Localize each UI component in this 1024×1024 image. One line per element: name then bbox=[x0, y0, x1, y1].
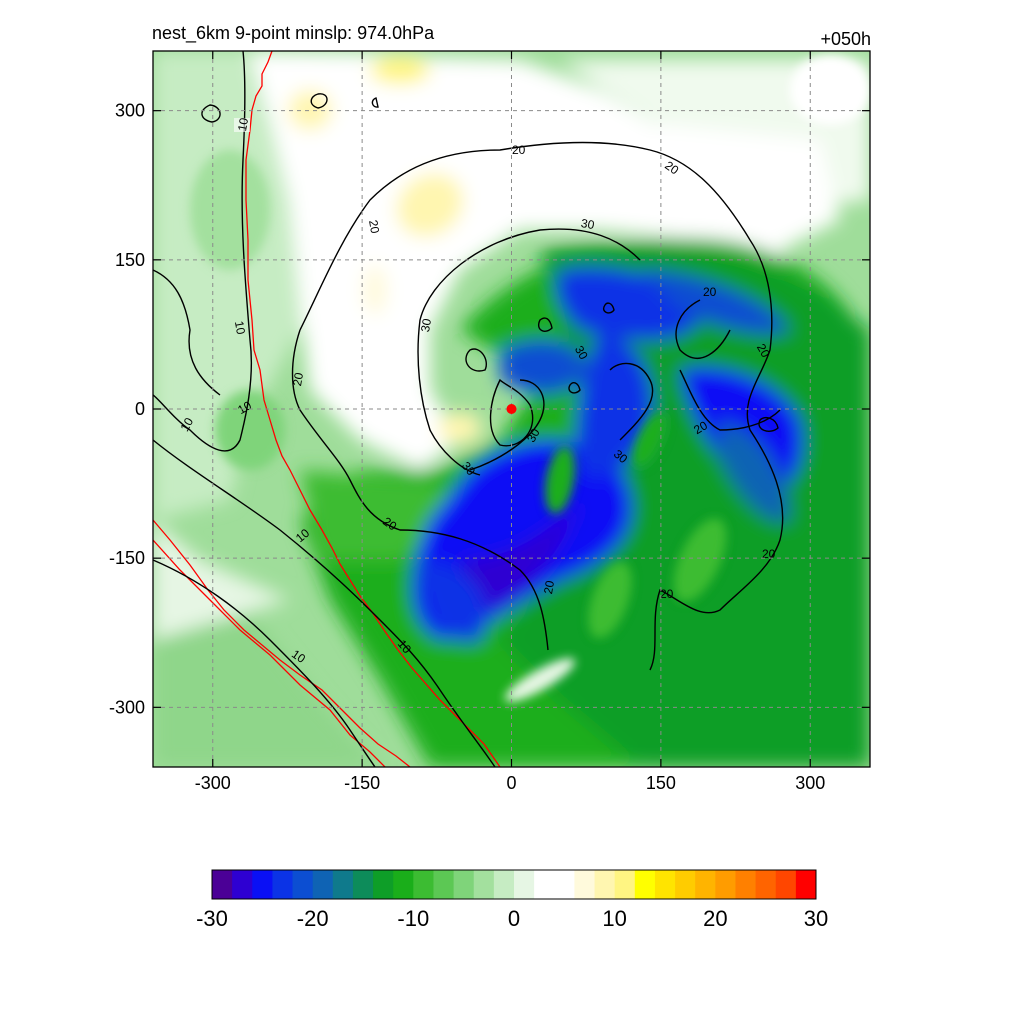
colorbar-swatch-0 bbox=[212, 870, 233, 899]
colorbar: -30 -20 -10 0 10 20 30 bbox=[196, 869, 828, 931]
contour-label-20d: 20 bbox=[290, 371, 306, 387]
colorbar-swatch-29 bbox=[795, 870, 817, 899]
contour-label-20k: 20 bbox=[541, 579, 557, 595]
colorbar-swatch-2 bbox=[252, 870, 273, 899]
contour-lines bbox=[153, 51, 784, 767]
colorbar-tick-label-4: 10 bbox=[602, 906, 626, 931]
y-tick-label-1: 150 bbox=[115, 250, 145, 270]
colorbar-swatch-11 bbox=[433, 870, 455, 899]
colorbar-swatch-14 bbox=[493, 870, 515, 899]
colorbar-swatch-28 bbox=[775, 870, 797, 899]
chart-title: nest_6km 9-point minslp: 974.0hPa bbox=[152, 23, 435, 44]
colorbar-tick-label-6: 30 bbox=[804, 906, 828, 931]
contour-label-30c: 30 bbox=[572, 343, 591, 362]
colorbar-swatch-17 bbox=[554, 870, 575, 899]
colorbar-swatch-8 bbox=[373, 870, 394, 899]
x-tick-label-4: 300 bbox=[795, 773, 825, 793]
colorbar-tick-label-5: 20 bbox=[703, 906, 727, 931]
x-tick-label-2: 0 bbox=[506, 773, 516, 793]
contour-label-20a: 20 bbox=[512, 143, 526, 157]
colorbar-swatch-7 bbox=[352, 870, 374, 899]
shaded-field: 10 10 10 10 10 10 10 20 20 20 20 20 20 2… bbox=[153, 51, 870, 767]
colorbar-swatch-1 bbox=[232, 870, 253, 899]
x-tick-label-1: -150 bbox=[344, 773, 380, 793]
contour-label-20f: 20 bbox=[703, 285, 717, 299]
colorbar-swatch-21 bbox=[634, 870, 656, 899]
colorbar-tick-label-3: 0 bbox=[508, 906, 520, 931]
colorbar-swatch-20 bbox=[614, 870, 636, 899]
colorbar-swatch-12 bbox=[453, 870, 475, 899]
y-tick-label-2: 0 bbox=[135, 399, 145, 419]
x-tick-label-3: 150 bbox=[646, 773, 676, 793]
y-tick-label-3: -150 bbox=[109, 548, 145, 568]
y-tick-label-0: 300 bbox=[115, 101, 145, 121]
contour-label-30a: 30 bbox=[580, 216, 596, 232]
colorbar-swatch-15 bbox=[514, 870, 535, 899]
colorbar-swatch-3 bbox=[272, 870, 294, 899]
colorbar-swatch-5 bbox=[312, 870, 334, 899]
colorbar-swatch-16 bbox=[534, 870, 555, 899]
colorbar-swatch-26 bbox=[735, 870, 757, 899]
contour-label-10a: 10 bbox=[235, 116, 251, 132]
colorbar-tick-label-1: -20 bbox=[297, 906, 329, 931]
colorbar-swatch-6 bbox=[332, 870, 354, 899]
axis-ticks: -300 -150 0 150 300 300 150 0 -150 -300 bbox=[109, 51, 870, 793]
colorbar-swatch-24 bbox=[695, 870, 716, 899]
contour-label-30d: 30 bbox=[524, 426, 543, 445]
contour-label-20c: 20 bbox=[366, 219, 382, 235]
contour-label-20j: 20 bbox=[660, 587, 674, 601]
contour-label-10d: 10 bbox=[177, 415, 196, 434]
colorbar-swatch-18 bbox=[574, 870, 596, 899]
colorbar-tick-label-0: -30 bbox=[196, 906, 228, 931]
colorbar-tick-label-2: -10 bbox=[397, 906, 429, 931]
colorbar-swatch-4 bbox=[292, 870, 314, 899]
contour-label-10b: 10 bbox=[232, 320, 248, 336]
colorbar-swatch-25 bbox=[715, 870, 736, 899]
contour-label-20h: 20 bbox=[691, 418, 710, 437]
colorbar-swatch-9 bbox=[393, 870, 414, 899]
storm-center-marker bbox=[506, 404, 517, 414]
y-tick-label-4: -300 bbox=[109, 697, 145, 717]
x-tick-label-0: -300 bbox=[195, 773, 231, 793]
colorbar-border bbox=[211, 869, 817, 900]
contour-label-30b: 30 bbox=[418, 317, 434, 333]
colorbar-swatch-13 bbox=[473, 870, 495, 899]
colorbar-swatch-10 bbox=[413, 870, 434, 899]
colorbar-swatch-22 bbox=[654, 870, 676, 899]
colorbar-swatch-27 bbox=[755, 870, 777, 899]
forecast-hour-label: +050h bbox=[820, 29, 871, 49]
colorbar-swatch-19 bbox=[594, 870, 616, 899]
colorbar-swatch-23 bbox=[675, 870, 696, 899]
contour-label-10c: 10 bbox=[235, 398, 254, 417]
contour-label-20i: 20 bbox=[762, 547, 776, 561]
contour-label-20g: 20 bbox=[754, 341, 773, 360]
